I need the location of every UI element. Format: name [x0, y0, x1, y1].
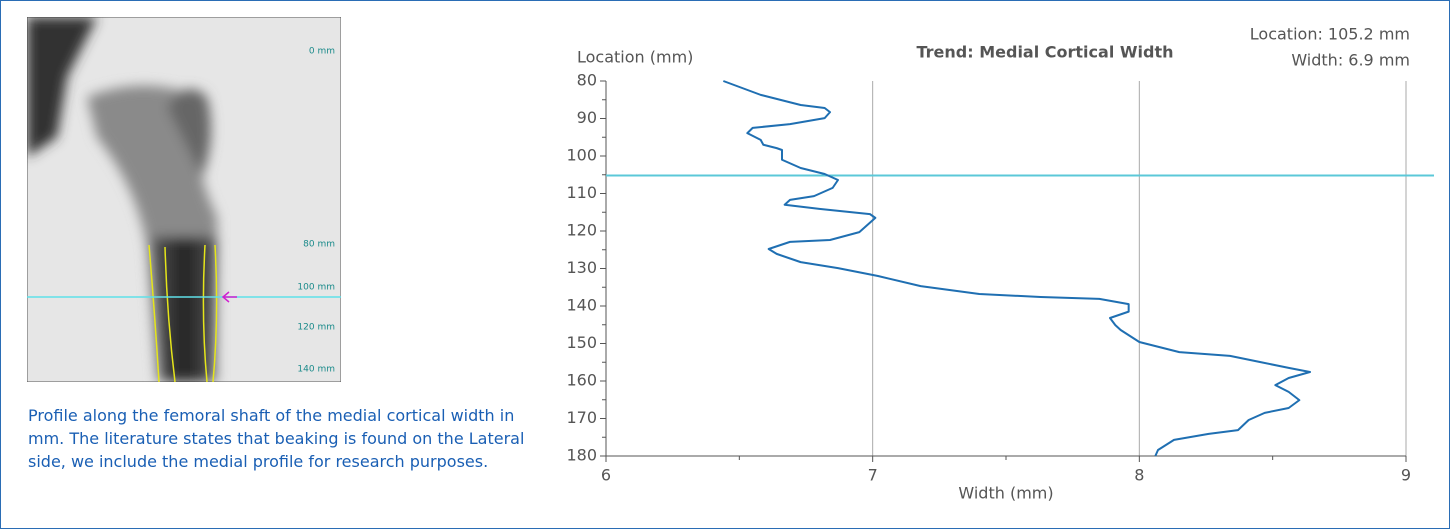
trend-line	[723, 81, 1310, 456]
y-tick-label: 160	[566, 371, 597, 390]
x-tick-label: 9	[1401, 466, 1411, 485]
y-tick-label: 90	[577, 108, 597, 127]
y-axis-label: Location (mm)	[577, 48, 693, 67]
y-tick-label: 180	[566, 446, 597, 465]
y-tick-label: 120	[566, 221, 597, 240]
y-tick-label: 80	[577, 71, 597, 90]
y-tick-label: 140	[566, 296, 597, 315]
cursor-width: Width: 6.9 mm	[1291, 51, 1410, 70]
y-tick-label: 110	[566, 183, 597, 202]
x-tick-label: 7	[868, 466, 878, 485]
y-tick-label: 150	[566, 333, 597, 352]
chart: Location (mm) Trend: Medial Cortical Wid…	[0, 0, 1450, 529]
cursor-location: Location: 105.2 mm	[1250, 25, 1410, 44]
chart-title: Trend: Medial Cortical Width	[917, 43, 1174, 62]
x-axis-label: Width (mm)	[958, 484, 1053, 503]
x-tick-label: 6	[601, 466, 611, 485]
y-tick-label: 100	[566, 146, 597, 165]
y-tick-label: 170	[566, 408, 597, 427]
y-tick-label: 130	[566, 258, 597, 277]
x-tick-label: 8	[1134, 466, 1144, 485]
